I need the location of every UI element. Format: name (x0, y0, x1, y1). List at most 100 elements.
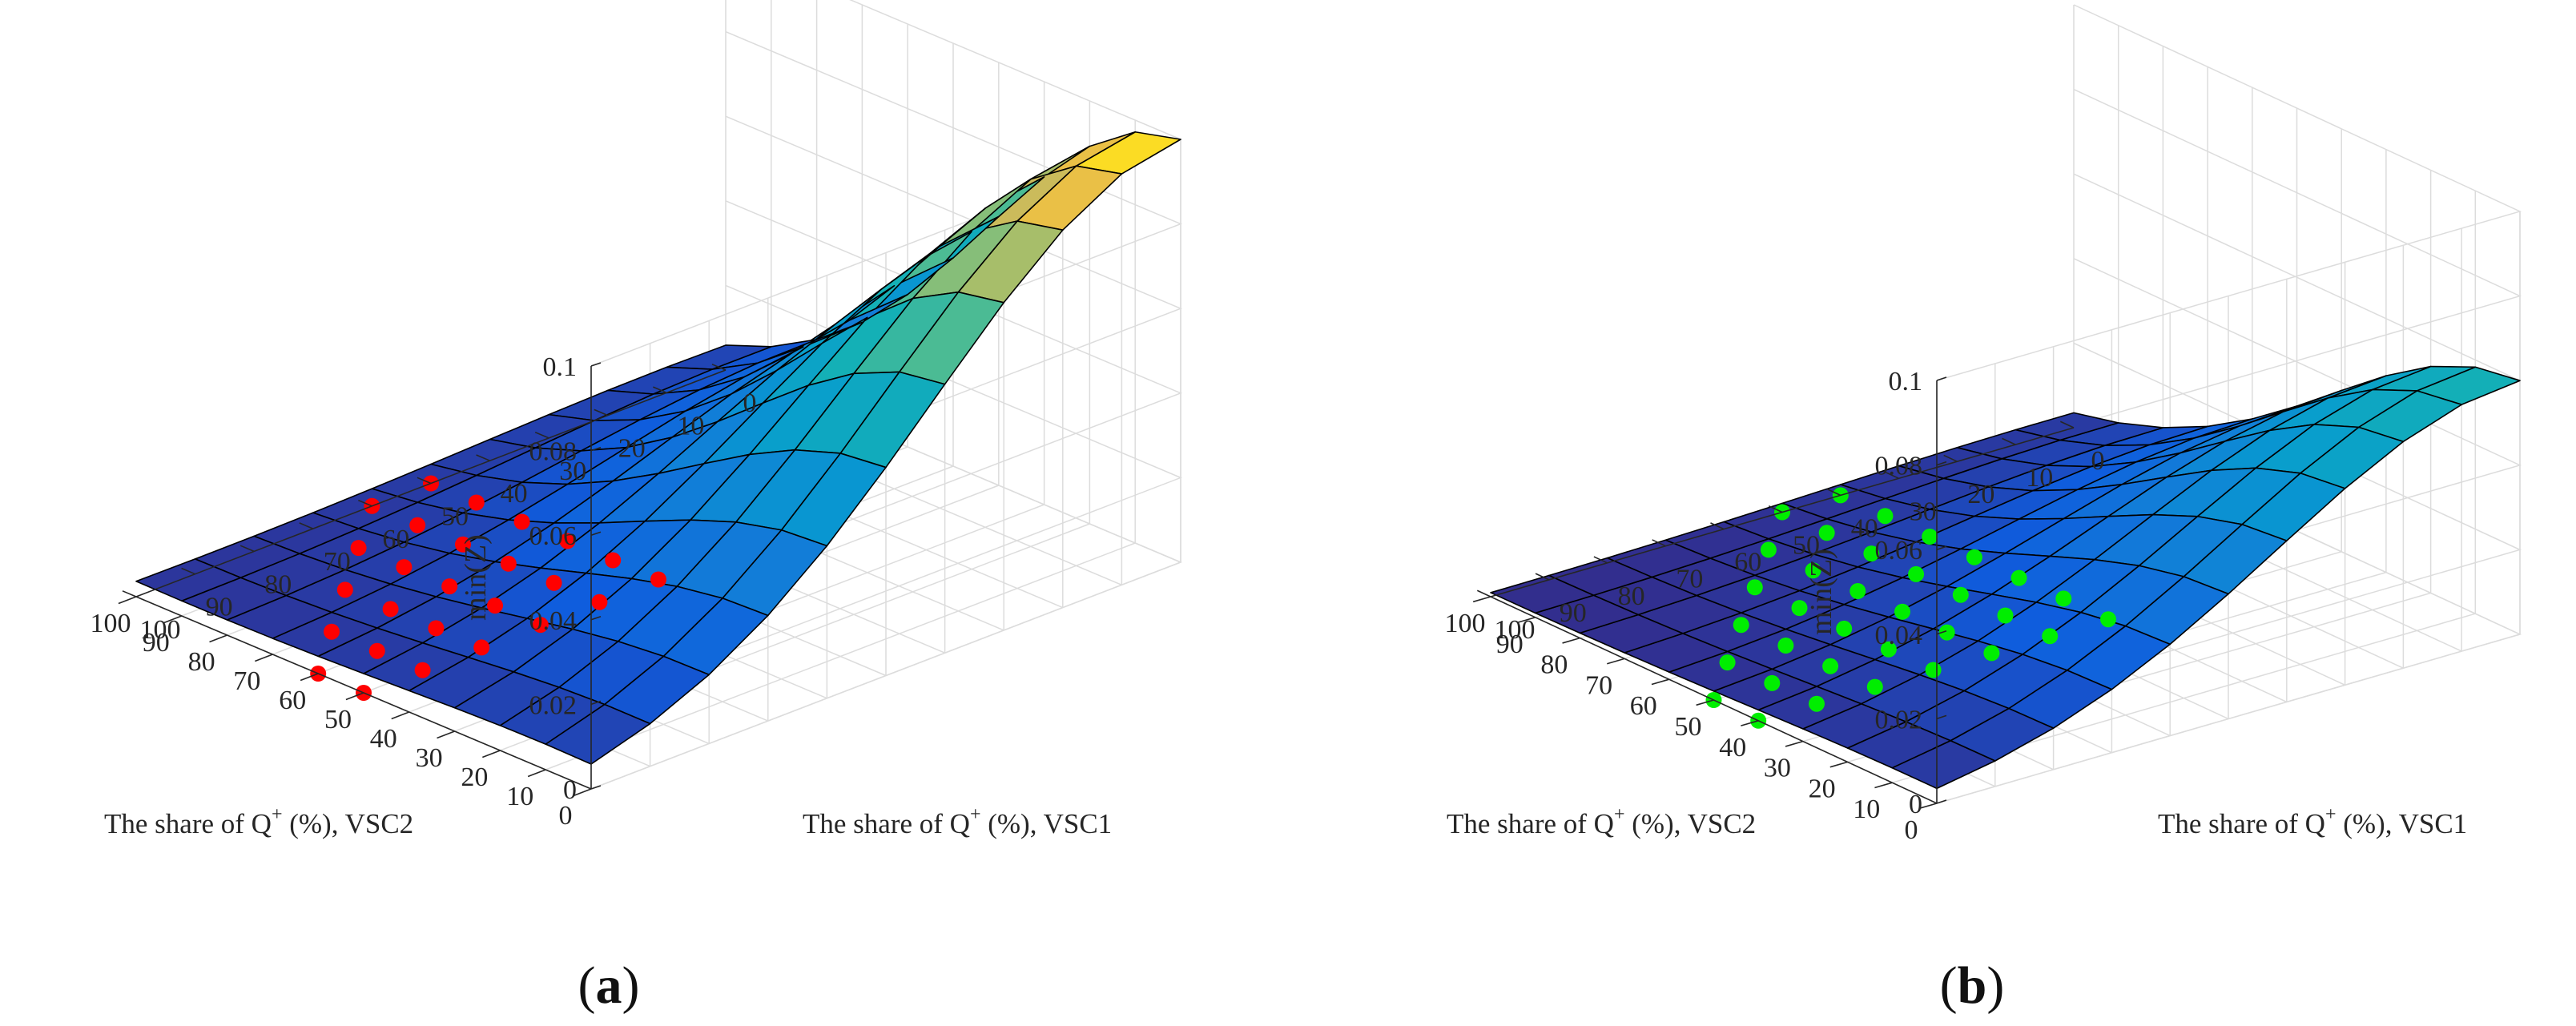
marker-point (455, 536, 471, 553)
y-axis-label: The share of Q+ (%), VSC2 (104, 804, 413, 839)
y-tick-label: 30 (1764, 754, 1791, 783)
z-ticks-a: 0 0.02 0.04 0.06 0.08 0.1 (529, 352, 602, 805)
surface-a (135, 131, 1181, 765)
x-tick-label: 0 (2091, 446, 2105, 476)
z-axis-label: min(Z) (459, 534, 493, 621)
marker-point (545, 574, 562, 591)
z-tick-label: 0.06 (1875, 536, 1923, 565)
y-tick-label: 10 (1853, 795, 1880, 824)
y-tick-label: 30 (416, 743, 443, 773)
x-tick-label: 90 (1560, 598, 1587, 628)
x-tick-label: 40 (501, 479, 528, 509)
x-tick-label: 70 (1676, 565, 1703, 594)
y-tick-label: 80 (188, 647, 215, 677)
x-ticks-b: 0 10 20 30 40 50 60 70 80 90 100 (1476, 420, 2105, 645)
surface-cell (1490, 574, 1595, 614)
x-tick-label: 20 (1967, 480, 1994, 509)
caption-b: (b) (1940, 956, 2005, 1015)
marker-point (1863, 545, 1880, 562)
y-tick-label: 40 (1719, 733, 1746, 762)
marker-point (2100, 611, 2116, 628)
x-tick-label: 70 (324, 547, 351, 577)
marker-point (441, 578, 458, 595)
y-tick-label: 90 (1496, 630, 1523, 659)
y-tick-label: 0 (559, 801, 573, 831)
marker-point (1880, 641, 1897, 658)
z-tick-label: 0.06 (529, 521, 578, 551)
marker-point (324, 623, 340, 640)
marker-point (487, 597, 503, 614)
y-tick-label: 50 (324, 705, 352, 734)
x-tick-label: 10 (677, 411, 704, 441)
marker-point (500, 555, 517, 572)
y-tick-label: 80 (1540, 650, 1568, 680)
marker-point (1966, 549, 1982, 565)
z-tick-label: 0 (1909, 790, 1922, 819)
y-tick-label: 70 (1585, 670, 1612, 700)
marker-point (1894, 603, 1910, 620)
marker-point (1836, 620, 1853, 637)
marker-point (1908, 565, 1925, 582)
x-tick-label: 60 (382, 525, 409, 554)
marker-point (650, 571, 666, 588)
marker-point (532, 617, 549, 634)
marker-point (1877, 508, 1894, 525)
x-tick-label: 90 (206, 593, 233, 622)
marker-point (409, 517, 426, 533)
x-tick-label: 30 (1910, 497, 1937, 526)
z-axis-label: min(Z) (1805, 549, 1838, 635)
z-tick-label: 0.08 (529, 437, 578, 467)
marker-point (1733, 617, 1749, 634)
markers-a (310, 475, 666, 701)
x-tick-label: 0 (743, 388, 757, 418)
marker-point (1791, 600, 1808, 617)
surface-cell (135, 558, 242, 602)
markers-b (1705, 487, 2116, 729)
x-tick-label: 80 (264, 569, 292, 599)
marker-point (396, 559, 413, 576)
caption-a: (a) (578, 956, 640, 1015)
y-axis-label: The share of Q+ (%), VSC2 (1447, 804, 1756, 839)
x-tick-label: 30 (559, 457, 586, 486)
marker-point (1866, 678, 1883, 695)
x-tick-label: 60 (1734, 548, 1761, 577)
x-tick-label: 100 (1495, 615, 1536, 645)
marker-point (2055, 590, 2072, 607)
marker-point (1849, 583, 1866, 599)
marker-point (473, 639, 490, 656)
marker-point (2042, 628, 2059, 645)
marker-point (1805, 562, 1821, 579)
x-tick-label: 10 (2026, 463, 2053, 493)
y-tick-label: 100 (91, 609, 131, 638)
marker-point (428, 620, 445, 637)
z-tick-label: 0.02 (1875, 705, 1923, 734)
x-tick-label: 40 (1851, 513, 1878, 543)
z-tick-label: 0.02 (529, 690, 578, 720)
y-tick-label: 100 (1445, 609, 1486, 638)
y-tick-label: 70 (233, 666, 260, 696)
x-axis-label: The share of Q+ (%), VSC1 (803, 804, 1112, 839)
x-tick-label: 50 (441, 502, 469, 532)
x-tick-label: 100 (140, 615, 181, 645)
marker-point (605, 552, 622, 569)
z-tick-label: 0.1 (543, 352, 578, 382)
z-tick-label: 0.1 (1889, 367, 1923, 396)
marker-point (1764, 674, 1781, 691)
y-tick-label: 60 (279, 686, 306, 715)
z-tick-label: 0.04 (529, 606, 578, 636)
y-tick-label: 10 (506, 782, 533, 811)
y-tick-label: 90 (143, 628, 170, 658)
marker-point (1719, 654, 1736, 671)
marker-point (382, 601, 399, 618)
marker-point (350, 540, 367, 557)
marker-point (1822, 658, 1839, 674)
x-tick-label: 50 (1793, 531, 1820, 561)
marker-point (1952, 586, 1969, 603)
marker-point (1983, 645, 2000, 662)
marker-point (368, 642, 385, 659)
y-tick-label: 50 (1675, 712, 1702, 742)
y-tick-label: 40 (370, 724, 397, 754)
